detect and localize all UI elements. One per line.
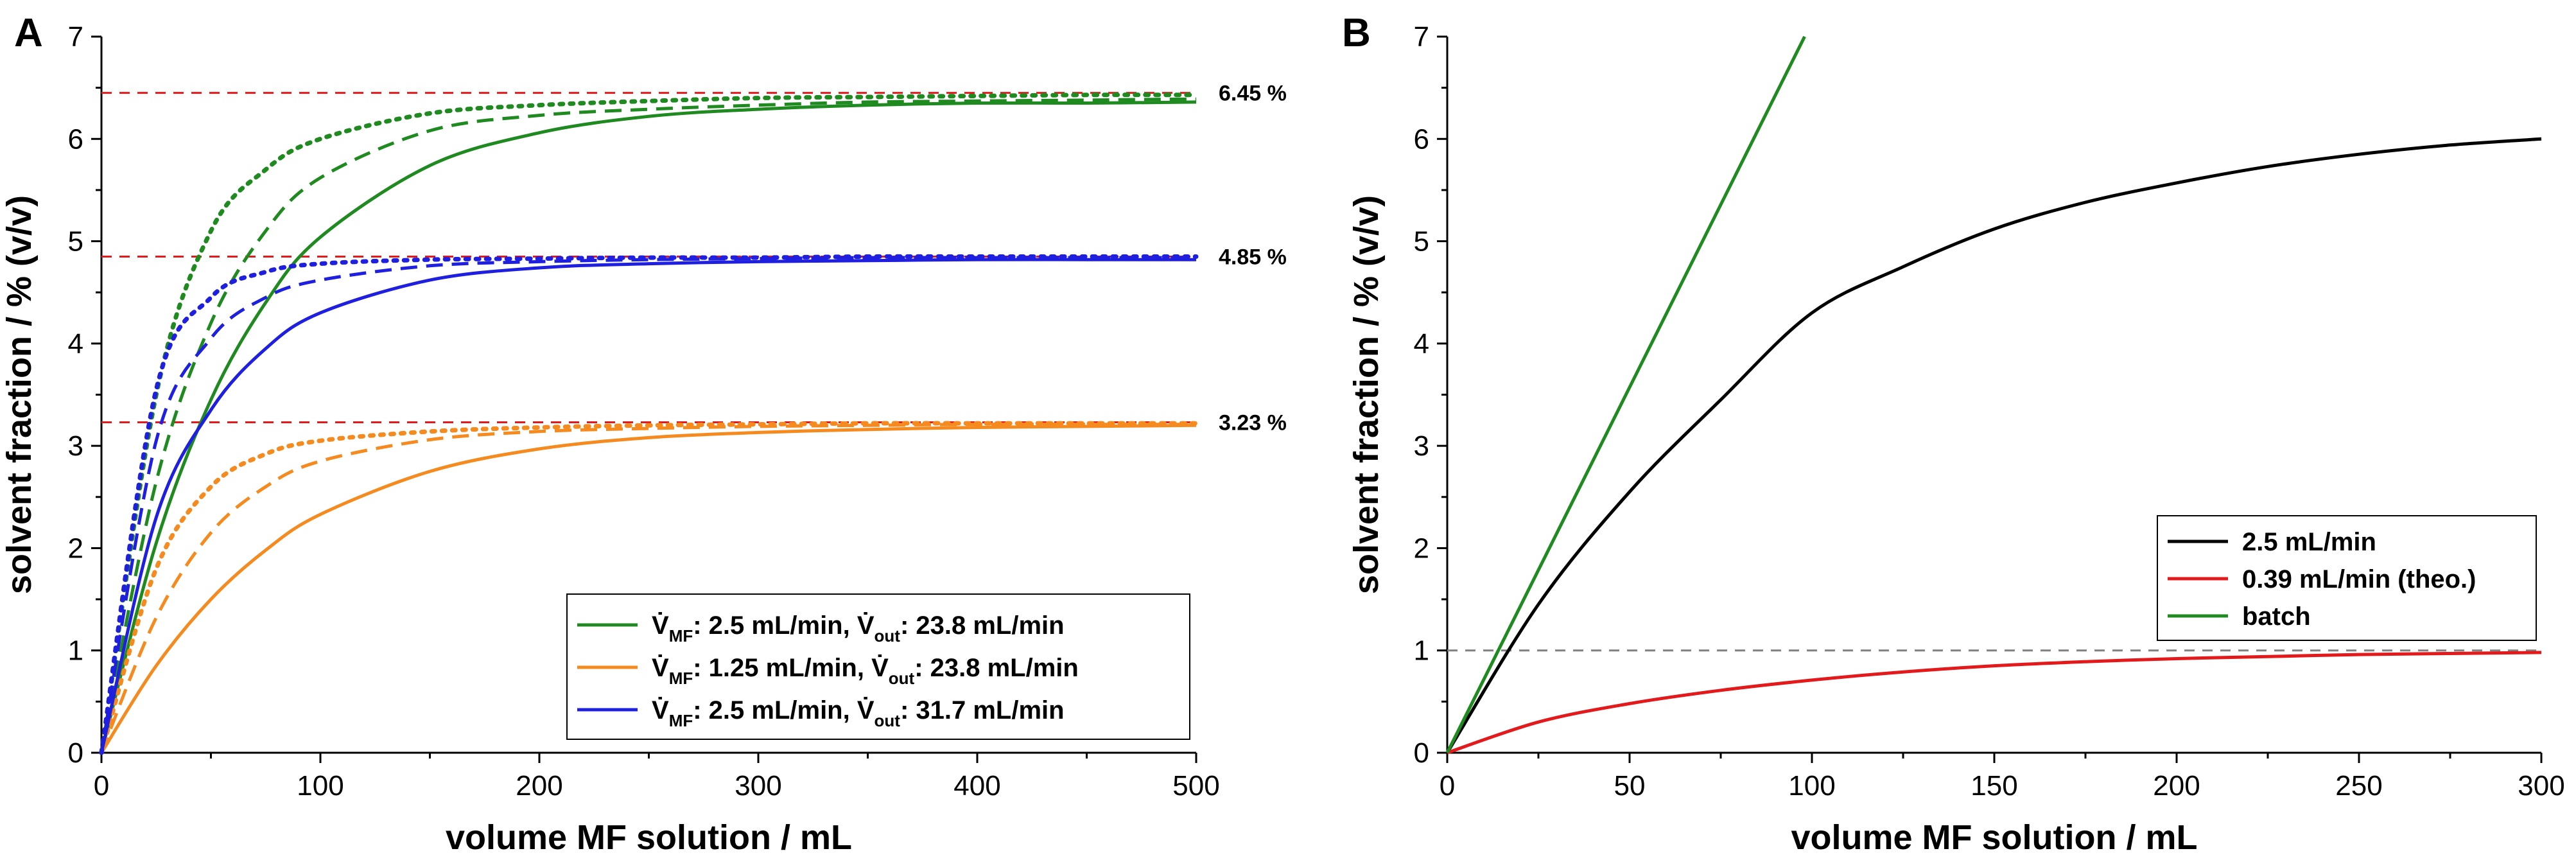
x-tick-label: 150 (1971, 770, 2017, 802)
y-tick-label: 2 (68, 532, 83, 564)
series-line-solid-3 (100, 423, 1197, 754)
legend-label-part: : 31.7 mL/min (900, 696, 1065, 724)
panel-letter: A (14, 11, 43, 55)
y-tick-label: 0 (68, 737, 83, 769)
reference-line-label: 3.23 % (1219, 411, 1287, 435)
y-tick-label: 3 (68, 430, 83, 462)
series-line-dotted-2 (99, 92, 1199, 755)
legend-box (566, 593, 1190, 740)
x-tick-label: 100 (1788, 770, 1835, 802)
y-tick-label: 2 (1414, 532, 1429, 564)
y-tick-label: 5 (68, 226, 83, 258)
x-tick-label: 200 (516, 770, 562, 802)
series-line-0-39-ml-min-theo- (1447, 651, 2542, 755)
y-tick-label: 6 (1414, 123, 1429, 155)
legend-label: V̇MF: 2.5 mL/min, V̇out: 23.8 mL/min (652, 611, 1065, 645)
legend-label-part: MF (669, 626, 693, 645)
legend-label: V̇MF: 2.5 mL/min, V̇out: 31.7 mL/min (652, 696, 1065, 730)
y-tick-label: 4 (1414, 328, 1429, 360)
y-tick-label: 7 (1414, 21, 1429, 53)
legend-label: V̇MF: 1.25 mL/min, V̇out: 23.8 mL/min (652, 653, 1079, 688)
legend-label-part: V̇ (652, 611, 669, 640)
legend-label-part: : 2.5 mL/min, (693, 696, 857, 724)
legend-label: 2.5 mL/min (2242, 528, 2376, 556)
series-line-dashed-1 (100, 97, 1197, 753)
x-tick-label: 250 (2335, 770, 2382, 802)
x-tick-label: 500 (1172, 770, 1219, 802)
series-line-2-5-ml-min (1445, 137, 2542, 754)
x-tick-label: 300 (735, 770, 781, 802)
x-tick-label: 100 (297, 770, 344, 802)
legend-label-part: out (875, 626, 901, 645)
panel-letter: B (1342, 11, 1371, 55)
legend-label-part: : 2.5 mL/min, (693, 611, 857, 640)
reference-line-label: 6.45 % (1219, 82, 1287, 106)
legend-label-part: MF (669, 669, 693, 688)
x-tick-label: 400 (953, 770, 1000, 802)
chart-panel-b: B 0 50 100 150 200 250 300 0 1 2 3 4 5 6 7 volume MF sol… (1342, 11, 2565, 857)
legend-label-part: out (875, 711, 901, 730)
y-tick-label: 1 (1414, 635, 1429, 667)
legend-label-part: : 23.8 mL/min (914, 654, 1079, 682)
legend-label-part: : 1.25 mL/min, (693, 654, 871, 682)
x-axis-title: volume MF solution / mL (1791, 818, 2198, 857)
series-line-batch (1445, 35, 1806, 754)
legend-label-part: V̇ (871, 653, 889, 682)
x-tick-label: 0 (94, 770, 109, 802)
series-line-dashed-7 (100, 256, 1196, 753)
legend-label-part: V̇ (652, 653, 669, 682)
legend-label-part: V̇ (857, 696, 875, 724)
chart-panel-a: A 0 100 200 300 400 500 0 1 2 3 4 5 6 7 volume MF solut… (0, 11, 1287, 857)
legend-label-part: MF (669, 711, 693, 730)
series-line-dotted-8 (99, 254, 1199, 755)
y-tick-label: 6 (68, 123, 83, 155)
y-tick-label: 3 (1414, 430, 1429, 462)
legend-label-part: V̇ (857, 611, 875, 640)
y-axis-title: solvent fraction / % (v/v) (0, 195, 39, 594)
legend-label-part: V̇ (652, 696, 669, 724)
legend-label-part: out (889, 669, 915, 688)
series-line-solid-6 (100, 258, 1196, 753)
y-tick-label: 4 (68, 328, 83, 360)
y-tick-label: 7 (68, 21, 83, 53)
legend-label: 0.39 mL/min (theo.) (2242, 565, 2476, 593)
series-line-dotted-5 (99, 421, 1199, 755)
y-tick-label: 0 (1414, 737, 1429, 769)
reference-line-label: 4.85 % (1219, 245, 1287, 269)
y-tick-label: 5 (1414, 226, 1429, 258)
x-tick-label: 50 (1614, 770, 1646, 802)
legend-label-part: : 23.8 mL/min (900, 611, 1065, 640)
x-tick-label: 300 (2518, 770, 2564, 802)
y-tick-label: 1 (68, 635, 83, 667)
x-tick-label: 0 (1440, 770, 1455, 802)
legend-label: batch (2242, 602, 2311, 631)
x-axis-title: volume MF solution / mL (446, 818, 852, 857)
y-axis-title: solvent fraction / % (v/v) (1347, 195, 1386, 594)
x-tick-label: 200 (2153, 770, 2200, 802)
